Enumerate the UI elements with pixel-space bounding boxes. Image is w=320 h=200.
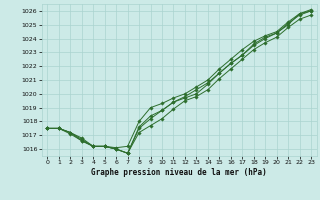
X-axis label: Graphe pression niveau de la mer (hPa): Graphe pression niveau de la mer (hPa) xyxy=(91,168,267,177)
